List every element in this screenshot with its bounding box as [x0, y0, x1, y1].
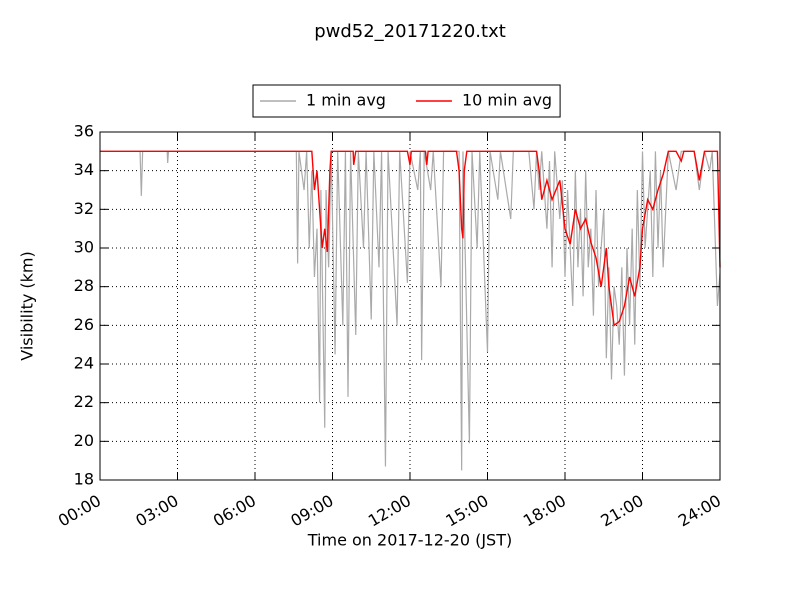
y-tick-label: 26 [74, 315, 94, 334]
chart-title: pwd52_20171220.txt [314, 21, 506, 42]
y-tick-label: 32 [74, 199, 94, 218]
y-tick-label: 22 [74, 392, 94, 411]
series-line [100, 150, 721, 327]
legend-label: 10 min avg [462, 91, 552, 110]
y-tick-label: 24 [74, 354, 94, 373]
y-tick-label: 20 [74, 431, 94, 450]
legend: 1 min avg 10 min avg [252, 84, 561, 118]
y-axis-label: Visibility (km) [18, 251, 37, 360]
legend-label: 1 min avg [306, 91, 386, 110]
y-tick-label: 18 [74, 470, 94, 489]
x-axis-label: Time on 2017-12-20 (JST) [307, 531, 512, 550]
y-tick-label: 34 [74, 160, 94, 179]
y-tick-label: 28 [74, 276, 94, 295]
legend-box [252, 84, 561, 118]
y-tick-label: 36 [74, 122, 94, 141]
series-line [100, 150, 721, 471]
y-tick-label: 30 [74, 238, 94, 257]
